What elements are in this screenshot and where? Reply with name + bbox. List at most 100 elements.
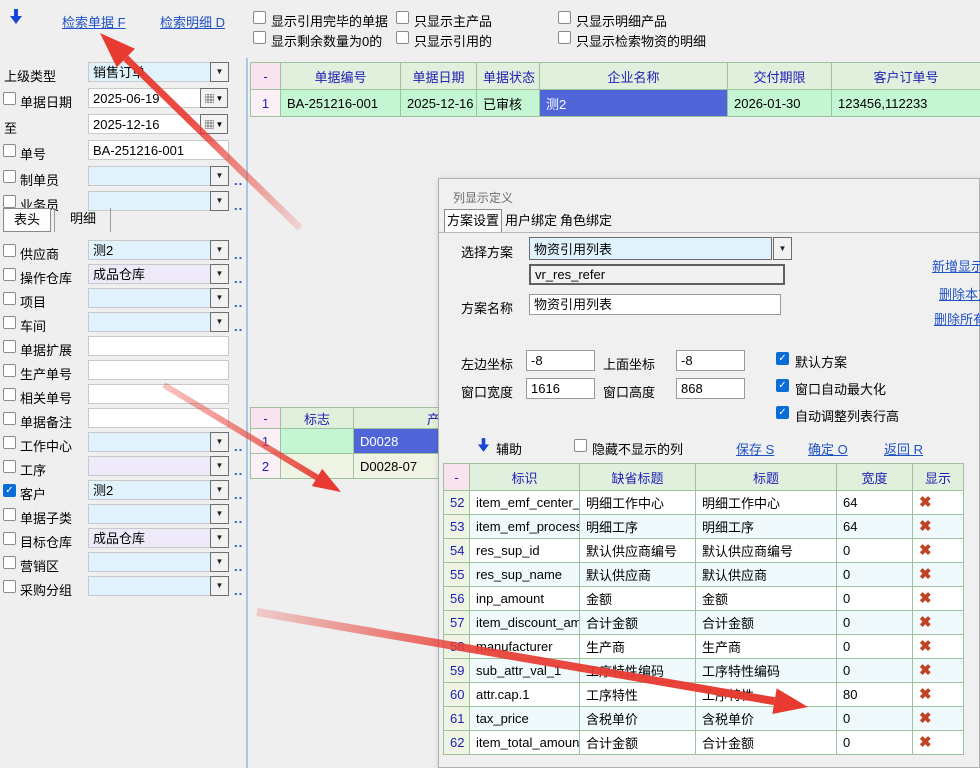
target-warehouse-checkbox[interactable] [3, 532, 16, 545]
project-checkbox[interactable] [3, 292, 16, 305]
column-header[interactable]: 显示 [912, 463, 964, 491]
search-details-link[interactable]: 检索明细 D [160, 15, 226, 30]
salesman-combo[interactable] [88, 191, 211, 211]
table-row[interactable]: 52 item_emf_center_ 明细工作中心 明细工作中心 64 ✖ [443, 490, 964, 515]
add-scheme-link[interactable]: 新增显示 [932, 259, 980, 274]
only-main-product-checkbox[interactable] [396, 11, 409, 24]
op-warehouse-checkbox[interactable] [3, 268, 16, 281]
doc-status-cell[interactable]: 已审核 [476, 89, 540, 117]
chevron-down-icon[interactable]: ▼ [210, 312, 229, 332]
title-cell[interactable]: 合计金额 [695, 730, 837, 755]
production-no-input[interactable] [88, 360, 229, 380]
hidden-column-icon[interactable]: ✖ [919, 710, 932, 727]
title-cell[interactable]: 默认供应商编号 [695, 538, 837, 563]
field-id-cell[interactable]: manufacturer [469, 634, 580, 659]
top-coord-input[interactable]: -8 [676, 350, 745, 371]
creator-combo[interactable] [88, 166, 211, 186]
width-cell[interactable]: 0 [836, 610, 913, 635]
customer-checkbox[interactable]: ✓ [3, 484, 16, 497]
chevron-down-icon[interactable]: ▼ [773, 237, 792, 260]
default-title-cell[interactable]: 金额 [579, 586, 696, 611]
width-cell[interactable]: 0 [836, 586, 913, 611]
scheme-combo[interactable]: 物资引用列表 [529, 237, 772, 260]
hide-invisible-columns-checkbox[interactable] [574, 439, 587, 452]
doc-subtype-checkbox[interactable] [3, 508, 16, 521]
hidden-column-icon[interactable]: ✖ [919, 662, 932, 679]
default-title-cell[interactable]: 默认供应商编号 [579, 538, 696, 563]
doc-ext-checkbox[interactable] [3, 340, 16, 353]
default-title-cell[interactable]: 明细工序 [579, 514, 696, 539]
field-id-cell[interactable]: item_discount_am [469, 610, 580, 635]
title-cell[interactable]: 明细工序 [695, 514, 837, 539]
table-row[interactable]: 53 item_emf_process 明细工序 明细工序 64 ✖ [443, 514, 964, 539]
hidden-column-icon[interactable]: ✖ [919, 566, 932, 583]
column-header[interactable]: 企业名称 [539, 62, 728, 90]
browse-button[interactable]: .. [234, 487, 244, 502]
field-id-cell[interactable]: item_emf_center_ [469, 490, 580, 515]
delete-scheme-link[interactable]: 删除本方 [939, 287, 980, 302]
process-checkbox[interactable] [3, 460, 16, 473]
doc-remark-input[interactable] [88, 408, 229, 428]
display-cell[interactable]: ✖ [912, 730, 964, 755]
width-cell[interactable]: 80 [836, 682, 913, 707]
related-no-input[interactable] [88, 384, 229, 404]
left-coord-input[interactable]: -8 [526, 350, 595, 371]
column-header[interactable]: 单据日期 [400, 62, 477, 90]
auto-maximize-checkbox[interactable]: ✓ [776, 379, 789, 392]
table-row[interactable]: 59 sub_attr_val_1 工序特性编码 工序特性编码 0 ✖ [443, 658, 964, 683]
title-cell[interactable]: 工序特性编码 [695, 658, 837, 683]
delete-all-link[interactable]: 删除所有 [934, 312, 980, 327]
save-link[interactable]: 保存 S [736, 442, 775, 457]
title-cell[interactable]: 合计金额 [695, 610, 837, 635]
chevron-down-icon[interactable]: ▼ [210, 264, 229, 284]
default-title-cell[interactable]: 合计金额 [579, 610, 696, 635]
tab-role-binding[interactable]: 角色绑定 [560, 213, 613, 228]
display-cell[interactable]: ✖ [912, 586, 964, 611]
doc-no-checkbox[interactable] [3, 144, 16, 157]
chevron-down-icon[interactable]: ▼ [210, 166, 229, 186]
related-no-checkbox[interactable] [3, 388, 16, 401]
table-row[interactable]: 55 res_sup_name 默认供应商 默认供应商 0 ✖ [443, 562, 964, 587]
browse-button[interactable]: .. [234, 559, 244, 574]
only-referenced-checkbox[interactable] [396, 31, 409, 44]
purchase-group-checkbox[interactable] [3, 580, 16, 593]
doc-no-cell[interactable]: BA-251216-001 [280, 89, 401, 117]
column-header[interactable]: 单据编号 [280, 62, 401, 90]
tab-scheme-settings[interactable]: 方案设置 [444, 209, 502, 232]
doc-date-checkbox[interactable] [3, 92, 16, 105]
hidden-column-icon[interactable]: ✖ [919, 590, 932, 607]
browse-button[interactable]: .. [234, 319, 244, 334]
browse-button[interactable]: .. [234, 295, 244, 310]
browse-button[interactable]: .. [234, 583, 244, 598]
field-id-cell[interactable]: inp_amount [469, 586, 580, 611]
search-documents-link[interactable]: 检索单据 F [62, 15, 126, 30]
table-row[interactable]: 61 tax_price 含税单价 含税单价 0 ✖ [443, 706, 964, 731]
table-row[interactable]: 58 manufacturer 生产商 生产商 0 ✖ [443, 634, 964, 659]
process-combo[interactable] [88, 456, 211, 476]
column-header[interactable]: 标志 [280, 407, 354, 429]
width-cell[interactable]: 0 [836, 562, 913, 587]
column-header[interactable]: 交付期限 [727, 62, 832, 90]
default-title-cell[interactable]: 生产商 [579, 634, 696, 659]
browse-button[interactable]: .. [234, 173, 244, 188]
display-cell[interactable]: ✖ [912, 514, 964, 539]
table-row[interactable]: 62 item_total_amoun 合计金额 合计金额 0 ✖ [443, 730, 964, 755]
title-cell[interactable]: 默认供应商 [695, 562, 837, 587]
flag-cell[interactable] [280, 428, 354, 454]
display-cell[interactable]: ✖ [912, 538, 964, 563]
work-center-checkbox[interactable] [3, 436, 16, 449]
table-row[interactable]: 57 item_discount_am 合计金额 合计金额 0 ✖ [443, 610, 964, 635]
browse-button[interactable]: .. [234, 535, 244, 550]
column-header[interactable]: - [250, 407, 281, 429]
move-down-icon[interactable] [10, 9, 22, 27]
display-cell[interactable]: ✖ [912, 682, 964, 707]
hidden-column-icon[interactable]: ✖ [919, 518, 932, 535]
display-cell[interactable]: ✖ [912, 634, 964, 659]
tab-user-binding[interactable]: 用户绑定 [505, 213, 558, 228]
column-header[interactable]: - [250, 62, 281, 90]
column-header[interactable]: - [443, 463, 470, 491]
purchase-group-combo[interactable] [88, 576, 211, 596]
hidden-column-icon[interactable]: ✖ [919, 542, 932, 559]
default-title-cell[interactable]: 工序特性编码 [579, 658, 696, 683]
title-cell[interactable]: 含税单价 [695, 706, 837, 731]
